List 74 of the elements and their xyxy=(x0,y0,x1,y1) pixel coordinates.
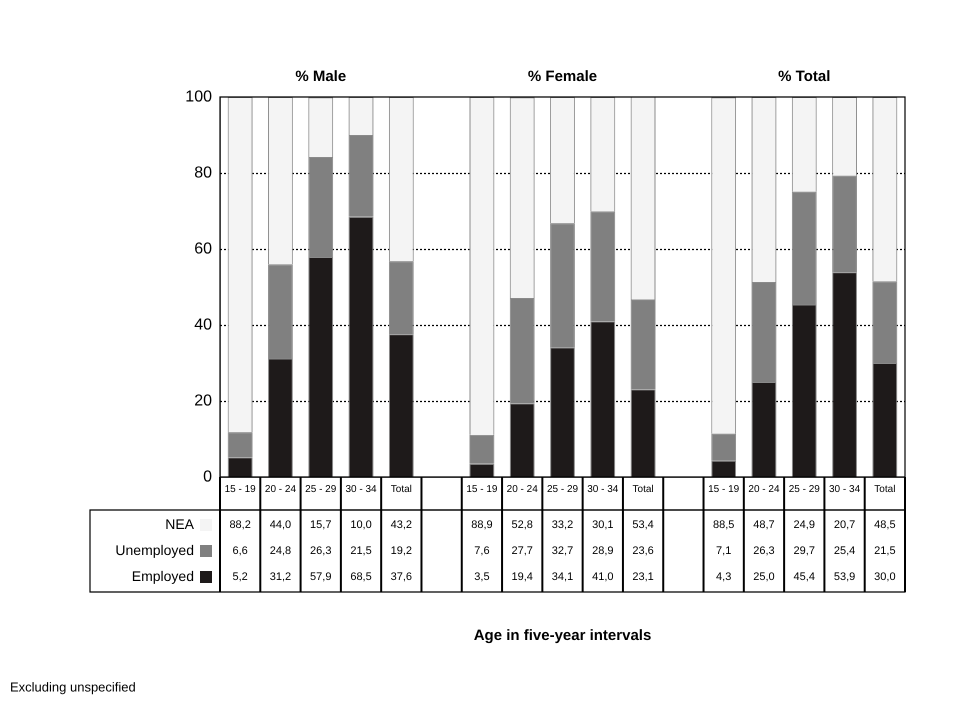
data-label: 27,7 xyxy=(511,545,533,558)
data-label: 21,5 xyxy=(350,545,372,558)
data-label: 44,0 xyxy=(270,519,292,532)
x-tick-label: 30 - 34 xyxy=(345,484,378,495)
data-label: 19,4 xyxy=(511,571,533,584)
data-label: 37,6 xyxy=(390,571,412,584)
data-label: 26,3 xyxy=(310,545,332,558)
y-tick-label: 60 xyxy=(194,240,212,258)
data-label: 34,1 xyxy=(552,571,574,584)
data-label: 88,9 xyxy=(471,519,493,532)
data-label: 6,6 xyxy=(232,545,248,558)
y-tick-label: 40 xyxy=(194,316,212,334)
x-tick-label: Total xyxy=(632,484,654,495)
data-label: 45,4 xyxy=(794,571,815,584)
data-label: 29,7 xyxy=(794,545,815,558)
data-label: 5,2 xyxy=(232,571,248,584)
text: Excluding unspecified xyxy=(10,680,136,695)
data-label: 10,0 xyxy=(350,519,372,532)
x-tick-label: 25 - 29 xyxy=(305,484,337,495)
y-tick-label: 100 xyxy=(185,88,212,106)
x-tick-label: 25 - 29 xyxy=(788,484,820,495)
data-label: 43,2 xyxy=(390,519,412,532)
x-tick-label: Total xyxy=(874,484,896,495)
data-label: 48,7 xyxy=(753,519,775,532)
text: Age in five-year intervals xyxy=(474,627,652,644)
y-tick-label: 80 xyxy=(194,164,212,182)
x-tick-label: 25 - 29 xyxy=(546,484,578,495)
data-label: 57,9 xyxy=(310,571,332,584)
data-label: 3,5 xyxy=(474,571,490,584)
x-tick-label: 20 - 24 xyxy=(748,484,780,495)
data-label: 20,7 xyxy=(834,519,856,532)
data-label: 26,3 xyxy=(753,545,775,558)
data-label: 33,2 xyxy=(552,519,574,532)
data-label: 19,2 xyxy=(390,545,412,558)
data-label: 23,1 xyxy=(632,571,654,584)
data-label: 25,0 xyxy=(753,571,775,584)
data-label: 25,4 xyxy=(834,545,856,558)
data-label: 15,7 xyxy=(310,519,332,532)
legend-label: Employed xyxy=(132,568,194,584)
data-label: 88,5 xyxy=(712,519,734,532)
data-label: 31,2 xyxy=(270,571,292,584)
data-label: 23,6 xyxy=(632,545,654,558)
y-tick-label: 0 xyxy=(203,468,212,486)
data-label: 21,5 xyxy=(874,545,896,558)
x-tick-label: 30 - 34 xyxy=(587,484,619,495)
legend-label: NEA xyxy=(165,516,195,532)
data-label: 28,9 xyxy=(592,545,614,558)
data-label: 41,0 xyxy=(592,571,614,584)
text: % Total xyxy=(778,68,830,86)
data-label: 32,7 xyxy=(552,545,574,558)
data-label: 53,9 xyxy=(834,571,856,584)
x-tick-label: 20 - 24 xyxy=(264,484,296,495)
data-label: 24,8 xyxy=(270,545,292,558)
data-label: 7,1 xyxy=(716,545,732,558)
data-label: 30,0 xyxy=(874,571,896,584)
text: % Female xyxy=(528,68,598,86)
data-label: 88,2 xyxy=(229,519,251,532)
x-tick-label: 15 - 19 xyxy=(708,484,740,495)
data-label: 4,3 xyxy=(716,571,732,584)
data-label: 52,8 xyxy=(511,519,533,532)
text: % Male xyxy=(295,68,346,86)
data-label: 53,4 xyxy=(632,519,654,532)
legend-label: Unemployed xyxy=(115,542,194,558)
x-tick-label: 30 - 34 xyxy=(828,484,861,495)
data-label: 7,6 xyxy=(474,545,490,558)
data-label: 68,5 xyxy=(350,571,372,584)
data-label: 24,9 xyxy=(794,519,815,532)
x-tick-label: 15 - 19 xyxy=(224,484,256,495)
x-tick-label: 20 - 24 xyxy=(506,484,538,495)
y-tick-label: 20 xyxy=(194,392,212,410)
data-label: 30,1 xyxy=(592,519,614,532)
x-tick-label: 15 - 19 xyxy=(466,484,498,495)
data-label: 48,5 xyxy=(874,519,896,532)
x-tick-label: Total xyxy=(390,484,412,495)
